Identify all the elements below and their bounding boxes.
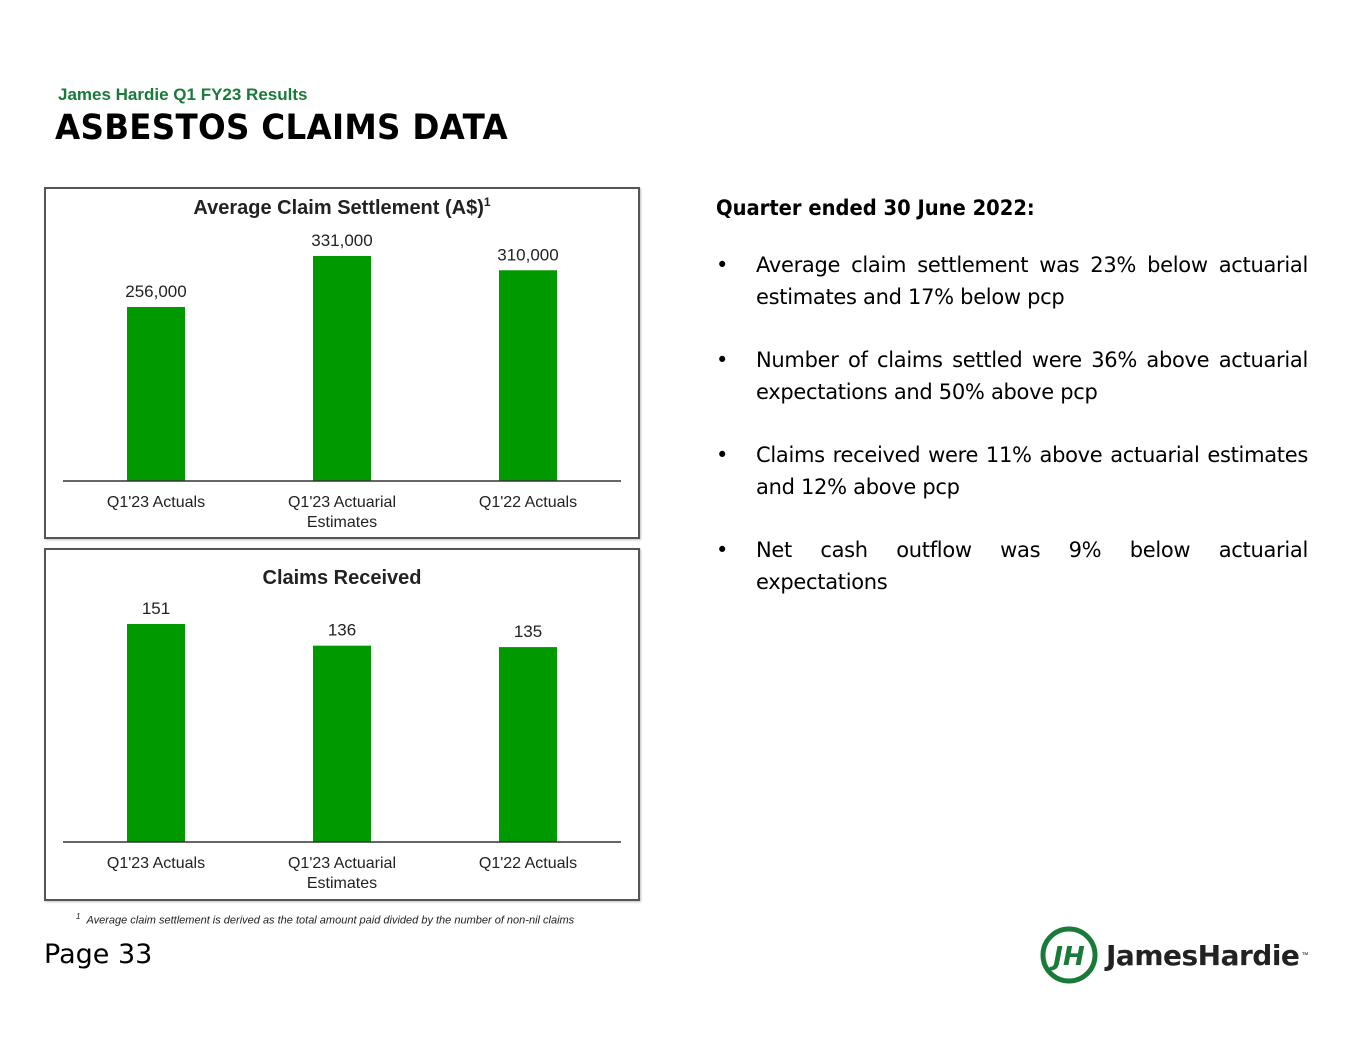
bullet-item: • Net cash outflow was 9% below actuarial…: [716, 535, 1308, 598]
summary-heading: Quarter ended 30 June 2022:: [716, 196, 1035, 220]
bar: [313, 256, 371, 481]
category-label: Q1'22 Actuals: [479, 855, 577, 872]
logo-monogram-text: JH: [1048, 942, 1085, 972]
james-hardie-logo: JH JamesHardie ™: [1040, 926, 1308, 984]
report-subtitle: James Hardie Q1 FY23 Results: [58, 85, 308, 104]
category-label: Q1'23 Actuarial: [288, 855, 396, 872]
data-label: 331,000: [311, 231, 372, 250]
footnote-marker: 1: [76, 912, 81, 921]
logo-wordmark: JamesHardie: [1106, 938, 1300, 972]
summary-bullets: • Average claim settlement was 23% below …: [716, 250, 1308, 598]
bullet-item: • Number of claims settled were 36% above…: [716, 345, 1308, 408]
bar: [127, 306, 185, 481]
bullet-item: • Claims received were 11% above actuaria…: [716, 440, 1308, 503]
jh-monogram-icon: JH: [1040, 926, 1098, 984]
bullet-dot-icon: •: [716, 538, 729, 562]
data-label: 135: [514, 622, 542, 641]
bullet-dot-icon: •: [716, 253, 729, 277]
category-label: Q1'23 Actuals: [107, 494, 205, 511]
data-label: 256,000: [125, 282, 186, 301]
logo-trademark: ™: [1301, 951, 1309, 959]
page-number: Page 33: [44, 939, 153, 970]
summary-panel: Quarter ended 30 June 2022: • Average cla…: [716, 196, 1308, 630]
data-label: 136: [328, 621, 356, 640]
bar: [499, 647, 557, 842]
chart-title-superscript: 1: [484, 195, 491, 209]
footnote: 1 Average claim settlement is derived as …: [76, 912, 574, 927]
category-label: Estimates: [307, 514, 377, 531]
bullet-text: Claims received were 11% above actuarial…: [756, 443, 1308, 499]
bullet-dot-icon: •: [716, 443, 729, 467]
category-label: Q1'23 Actuarial: [288, 494, 396, 511]
bullet-dot-icon: •: [716, 348, 729, 372]
bullet-item: • Average claim settlement was 23% below …: [716, 250, 1308, 313]
category-label: Estimates: [307, 875, 377, 892]
average-claim-settlement-svg: Average Claim Settlement (A$)1 256,000 Q1'…: [63, 195, 621, 531]
bullet-text: Net cash outflow was 9% below actuarial …: [756, 538, 1308, 594]
average-claim-settlement-chart: Average Claim Settlement (A$)1 256,000 Q1'…: [44, 187, 640, 539]
claims-received-svg: Claims Received 151 Q1'23 Actuals 136 Q1'23 …: [63, 567, 621, 892]
bar: [313, 645, 371, 842]
bullet-text: Average claim settlement was 23% below a…: [756, 253, 1308, 309]
chart-title: Claims Received: [263, 567, 422, 589]
category-label: Q1'22 Actuals: [479, 494, 577, 511]
data-label: 151: [142, 599, 170, 618]
page-title: ASBESTOS CLAIMS DATA: [55, 108, 509, 148]
claims-received-chart: Claims Received 151 Q1'23 Actuals 136 Q1'23 …: [44, 548, 640, 901]
bar: [127, 624, 185, 842]
bar: [499, 270, 557, 481]
data-label: 310,000: [497, 245, 558, 264]
chart-title: Average Claim Settlement (A$)1: [193, 195, 490, 219]
bullet-text: Number of claims settled were 36% above …: [756, 348, 1308, 404]
category-label: Q1'23 Actuals: [107, 855, 205, 872]
footnote-text: Average claim settlement is derived as t…: [86, 914, 575, 927]
